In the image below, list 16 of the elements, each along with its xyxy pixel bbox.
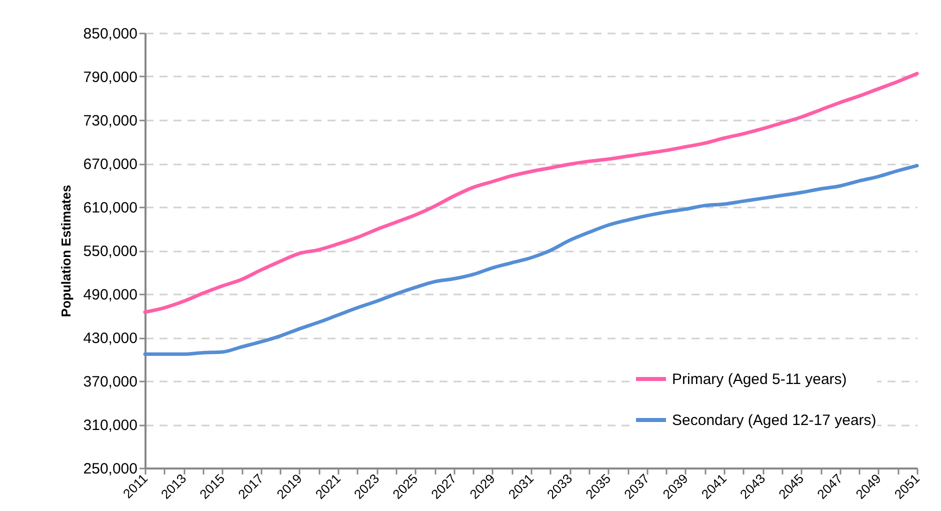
y-tick-label: 370,000 <box>83 374 138 390</box>
y-tick-label: 250,000 <box>83 460 138 478</box>
y-tick-label: 490,000 <box>83 286 138 304</box>
y-axis-title: Population Estimates <box>58 184 74 318</box>
y-tick-label: 430,000 <box>83 330 138 347</box>
y-tick-label: 550,000 <box>83 243 138 260</box>
y-tick-label: 610,000 <box>83 200 138 216</box>
y-tick-label: 310,000 <box>83 417 138 434</box>
y-tick-label: 730,000 <box>83 112 138 130</box>
legend-label: Primary (Aged 5-11 years) <box>672 371 847 388</box>
y-tick-label: 850,000 <box>83 26 138 42</box>
line-series <box>143 164 919 356</box>
line-series <box>143 72 919 314</box>
y-tick-label: 670,000 <box>83 156 138 173</box>
y-tick-label: 790,000 <box>83 69 138 86</box>
legend-label: Secondary (Aged 12-17 years) <box>672 412 876 429</box>
